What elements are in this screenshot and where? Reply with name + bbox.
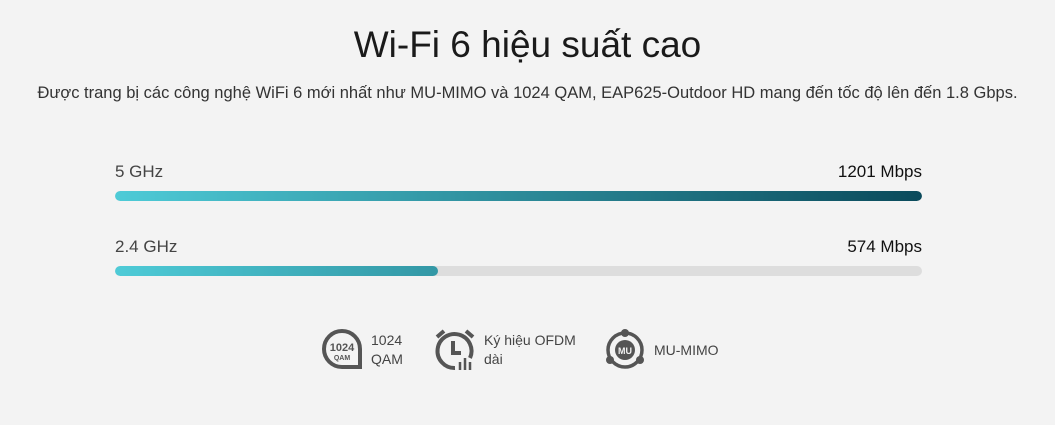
feature-1024-qam: 1024 QAM 1024 QAM bbox=[321, 328, 403, 372]
feature-label-2: dài bbox=[484, 351, 503, 367]
feature-label: MU-MIMO bbox=[654, 341, 719, 358]
feature-label-2: QAM bbox=[371, 351, 403, 367]
feature-mu-mimo: MU MU-MIMO bbox=[604, 328, 719, 372]
1024-qam-icon: 1024 QAM bbox=[322, 328, 362, 369]
speed-bar-fill bbox=[115, 191, 922, 201]
speed-bar-track bbox=[115, 266, 922, 276]
alarm-clock-ofdm-icon bbox=[435, 329, 475, 371]
band-speed: 1201 Mbps bbox=[837, 162, 922, 181]
svg-text:1024: 1024 bbox=[330, 342, 355, 354]
page-subtitle: Được trang bị các công nghệ WiFi 6 mới n… bbox=[37, 84, 1018, 102]
band-speed: 574 Mbps bbox=[847, 237, 922, 256]
feature-ofdm: Ký hiệu OFDM dài bbox=[434, 328, 576, 372]
mu-mimo-icon: MU bbox=[606, 329, 644, 369]
page-title: Wi-Fi 6 hiệu suất cao bbox=[353, 24, 702, 65]
svg-text:QAM: QAM bbox=[334, 355, 351, 362]
speed-bar-fill bbox=[115, 266, 438, 276]
band-label: 5 GHz bbox=[115, 162, 164, 181]
feature-label: 1024 bbox=[371, 332, 403, 348]
band-label: 2.4 GHz bbox=[115, 237, 178, 256]
speed-bar-track bbox=[115, 191, 922, 201]
feature-label: Ký hiệu OFDM bbox=[484, 332, 576, 348]
svg-text:MU: MU bbox=[618, 346, 632, 356]
